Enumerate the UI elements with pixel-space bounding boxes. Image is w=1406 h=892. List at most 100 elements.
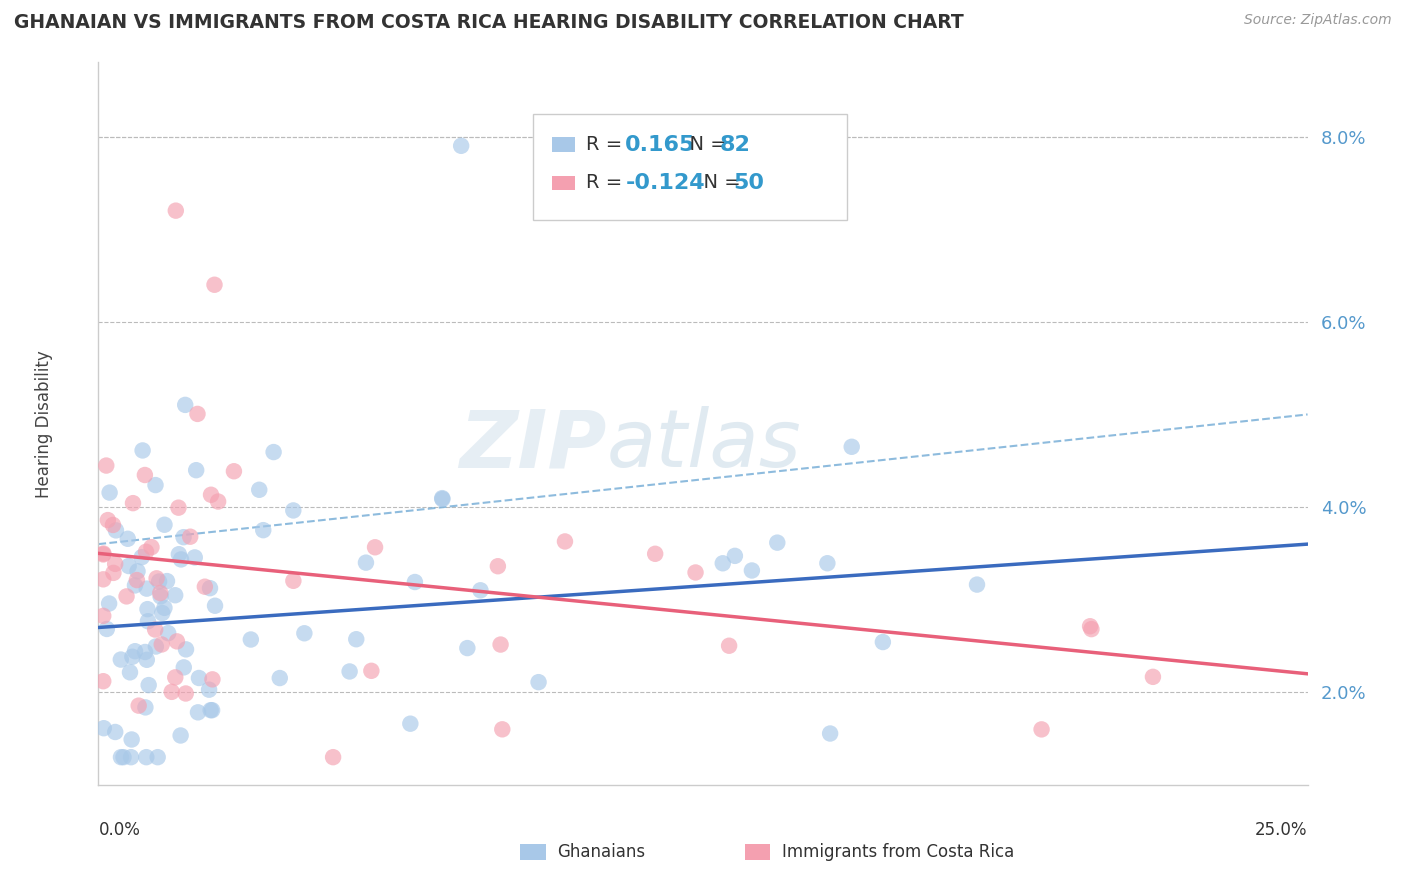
Point bbox=[364, 541, 387, 555]
Point bbox=[322, 750, 344, 764]
Point bbox=[432, 491, 454, 505]
Text: 0.165: 0.165 bbox=[626, 135, 696, 154]
Point bbox=[204, 277, 226, 292]
Point bbox=[93, 721, 115, 735]
Text: Hearing Disability: Hearing Disability bbox=[35, 350, 53, 498]
Text: 82: 82 bbox=[720, 135, 751, 154]
Point bbox=[818, 726, 841, 740]
Point bbox=[1080, 622, 1102, 636]
Text: 50: 50 bbox=[734, 173, 765, 193]
Point bbox=[184, 550, 207, 565]
Point bbox=[135, 545, 157, 559]
Point bbox=[143, 623, 166, 637]
Point bbox=[145, 478, 167, 492]
Point bbox=[200, 488, 222, 502]
Point bbox=[354, 556, 377, 570]
Point bbox=[93, 547, 115, 561]
Point bbox=[198, 581, 221, 595]
Point bbox=[148, 574, 170, 589]
Point bbox=[96, 622, 118, 636]
Point bbox=[115, 590, 138, 604]
Point bbox=[489, 638, 512, 652]
Point bbox=[486, 559, 509, 574]
Point bbox=[201, 673, 224, 687]
Point bbox=[200, 703, 222, 717]
Text: Immigrants from Costa Rica: Immigrants from Costa Rica bbox=[782, 843, 1014, 861]
Point bbox=[150, 638, 173, 652]
Text: N =: N = bbox=[678, 135, 734, 154]
Point bbox=[124, 644, 146, 658]
Point bbox=[1031, 723, 1053, 737]
Point bbox=[187, 706, 209, 720]
Point bbox=[145, 571, 167, 585]
Point bbox=[174, 642, 197, 657]
Point bbox=[104, 725, 127, 739]
Point bbox=[872, 635, 894, 649]
Text: N =: N = bbox=[692, 173, 748, 193]
Point bbox=[138, 678, 160, 692]
Point bbox=[174, 686, 197, 700]
Point bbox=[399, 716, 422, 731]
Point bbox=[118, 559, 141, 574]
Point bbox=[136, 602, 159, 616]
Point bbox=[815, 556, 838, 570]
Point bbox=[134, 700, 156, 714]
Point bbox=[118, 665, 141, 680]
Point bbox=[136, 614, 159, 628]
Point bbox=[101, 518, 124, 533]
Point bbox=[239, 632, 262, 647]
Point bbox=[91, 572, 114, 586]
Point bbox=[404, 574, 426, 589]
Point bbox=[186, 407, 208, 421]
Point bbox=[157, 626, 180, 640]
Text: 25.0%: 25.0% bbox=[1256, 821, 1308, 839]
Point bbox=[174, 398, 197, 412]
Point bbox=[121, 732, 143, 747]
Point bbox=[150, 606, 173, 620]
Point bbox=[269, 671, 291, 685]
Point bbox=[110, 652, 132, 666]
Point bbox=[711, 556, 734, 570]
Point bbox=[121, 649, 143, 664]
Point bbox=[222, 464, 245, 478]
Text: GHANAIAN VS IMMIGRANTS FROM COSTA RICA HEARING DISABILITY CORRELATION CHART: GHANAIAN VS IMMIGRANTS FROM COSTA RICA H… bbox=[14, 13, 963, 32]
Point bbox=[527, 675, 550, 690]
Point bbox=[98, 485, 121, 500]
Point bbox=[149, 590, 172, 604]
Point bbox=[186, 463, 208, 477]
Point bbox=[145, 640, 167, 654]
Point bbox=[432, 492, 454, 507]
Point bbox=[156, 574, 179, 588]
Text: atlas: atlas bbox=[606, 407, 801, 484]
Point bbox=[283, 503, 305, 517]
Point bbox=[166, 634, 188, 648]
Point bbox=[98, 597, 121, 611]
Point bbox=[201, 703, 224, 717]
Point bbox=[339, 665, 361, 679]
Point bbox=[153, 600, 176, 615]
Point bbox=[252, 523, 274, 537]
Point bbox=[644, 547, 666, 561]
Point bbox=[91, 548, 114, 562]
Point bbox=[131, 443, 153, 458]
Point bbox=[263, 445, 285, 459]
Point bbox=[104, 524, 127, 538]
Point bbox=[741, 564, 763, 578]
Point bbox=[1142, 670, 1164, 684]
Point bbox=[117, 532, 139, 546]
Text: ZIP: ZIP bbox=[458, 407, 606, 484]
Point bbox=[456, 641, 478, 656]
Text: Ghanaians: Ghanaians bbox=[557, 843, 645, 861]
Point bbox=[91, 608, 114, 623]
Point bbox=[127, 564, 149, 578]
Point bbox=[1078, 619, 1101, 633]
Text: R =: R = bbox=[586, 173, 628, 193]
Point bbox=[554, 534, 576, 549]
Text: -0.124: -0.124 bbox=[626, 173, 704, 193]
Point bbox=[128, 698, 150, 713]
Point bbox=[96, 458, 118, 473]
Text: 0.0%: 0.0% bbox=[98, 821, 141, 839]
Point bbox=[841, 440, 863, 454]
Point bbox=[141, 540, 163, 554]
Point bbox=[165, 670, 187, 684]
